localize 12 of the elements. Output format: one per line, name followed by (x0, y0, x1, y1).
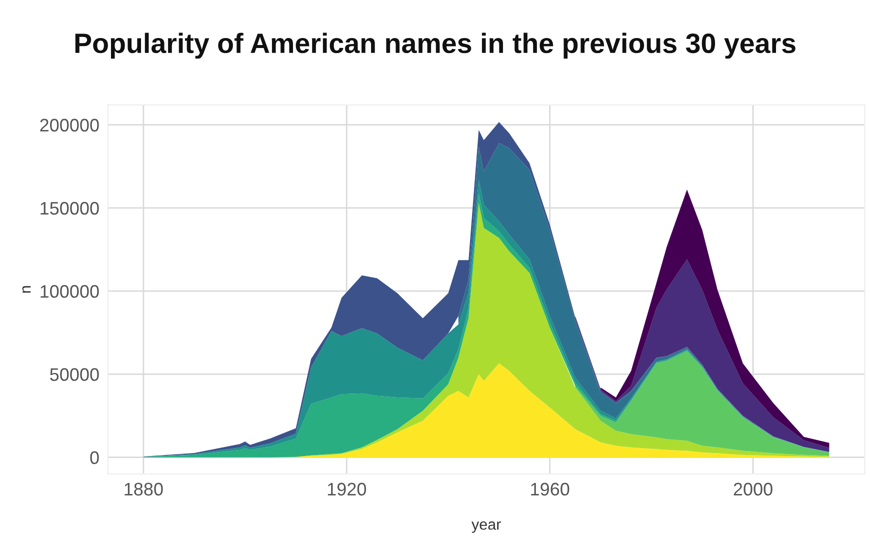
x-tick-label: 2000 (734, 482, 772, 496)
y-axis-title: n (22, 286, 31, 293)
x-tick-label: 1880 (124, 482, 163, 496)
y-tick-label: 150000 (40, 202, 99, 215)
y-tick-label: 0 (90, 451, 99, 464)
y-tick-label: 50000 (50, 368, 99, 381)
x-tick-label: 1960 (531, 482, 570, 496)
chart-title: Popularity of American names in the previous 30 years (75, 32, 796, 59)
y-tick-label: 100000 (40, 285, 99, 298)
x-axis-title: year (472, 521, 501, 533)
y-tick-label: 200000 (40, 118, 99, 132)
x-tick-label: 1920 (328, 482, 366, 496)
